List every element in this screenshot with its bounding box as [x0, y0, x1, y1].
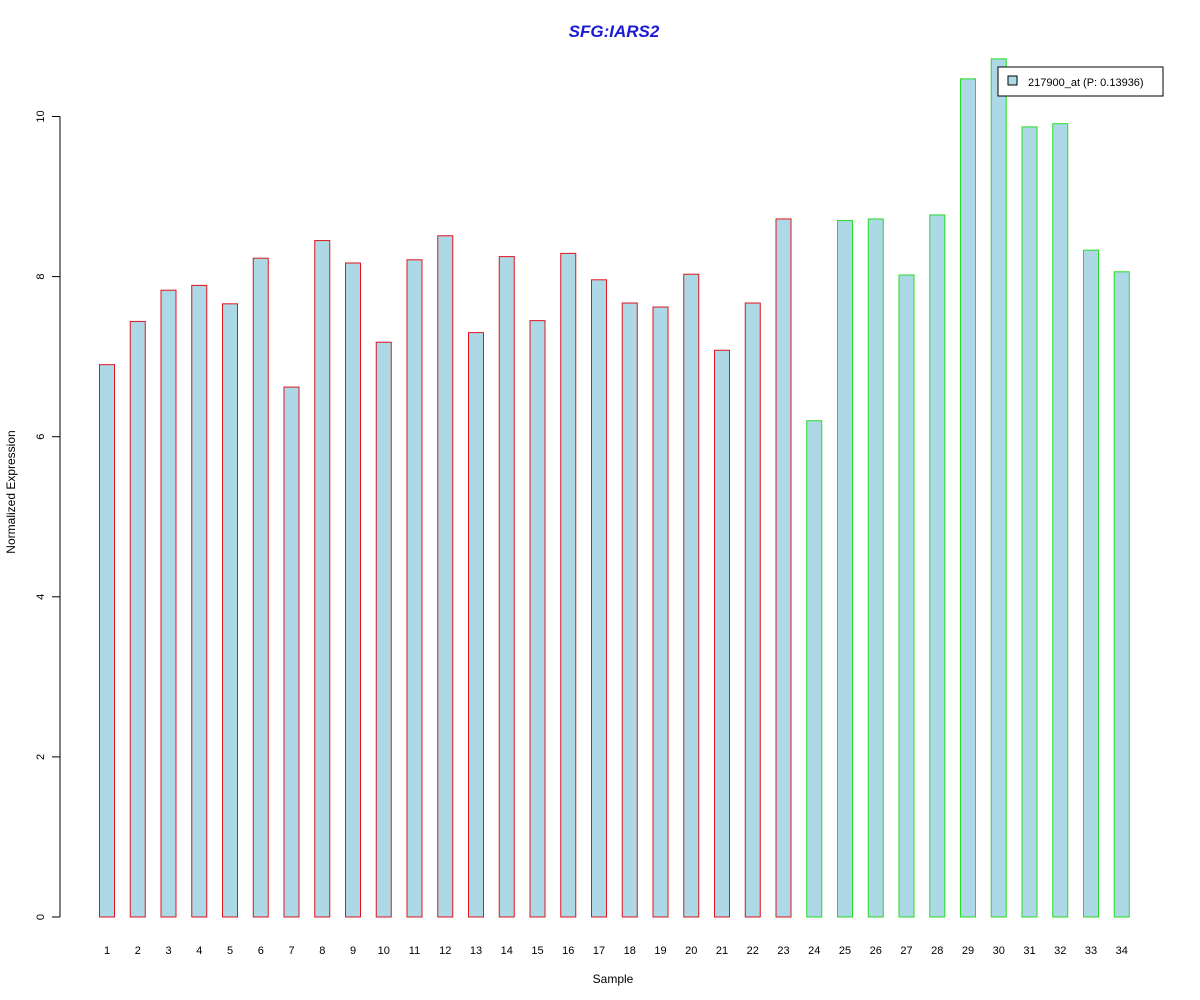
x-tick-label: 8: [319, 945, 325, 957]
x-tick-label: 9: [350, 945, 356, 957]
y-axis: 0 2 4 6 8 10: [35, 110, 61, 920]
x-tick-label: 23: [777, 945, 789, 957]
bar: [1083, 249, 1099, 918]
x-tick-labels: 1 2 3 4 5 6 7 8 9 10 11 12 13 14 15 16 17 18 19 20 21 22 23 24 2…: [104, 945, 1128, 957]
x-tick-label: 14: [501, 945, 513, 957]
x-tick-label: 28: [931, 945, 943, 957]
y-tick-label: 2: [35, 754, 47, 760]
x-tick-label: 15: [531, 945, 543, 957]
x-tick-label: 6: [258, 945, 264, 957]
bar: [652, 306, 669, 918]
legend-swatch: [1007, 75, 1018, 86]
bar: [867, 218, 884, 918]
x-axis-title: Sample: [593, 972, 634, 986]
bar: [314, 240, 331, 918]
bar: [929, 214, 946, 918]
legend-box: [997, 66, 1164, 97]
x-tick-label: 34: [1116, 945, 1128, 957]
bar: [775, 218, 792, 918]
bar: [160, 289, 177, 918]
x-tick-label: 27: [900, 945, 912, 957]
x-tick-label: 10: [378, 945, 390, 957]
bar: [990, 58, 1007, 918]
x-tick-label: 3: [165, 945, 171, 957]
x-tick-label: 13: [470, 945, 482, 957]
x-tick-label: 12: [439, 945, 451, 957]
x-tick-label: 30: [993, 945, 1005, 957]
bar: [621, 302, 638, 918]
bar: [468, 332, 484, 918]
bar: [129, 320, 146, 918]
bar: [375, 341, 392, 918]
x-tick-label: 19: [654, 945, 666, 957]
bar: [560, 252, 577, 918]
x-tick-label: 33: [1085, 945, 1097, 957]
x-tick-label: 18: [624, 945, 636, 957]
bar: [898, 274, 915, 918]
x-tick-label: 24: [808, 945, 820, 957]
bar: [837, 220, 853, 918]
x-tick-label: 20: [685, 945, 697, 957]
x-tick-label: 16: [562, 945, 574, 957]
x-tick-label: 2: [135, 945, 141, 957]
x-tick-label: 32: [1054, 945, 1066, 957]
legend: 217900_at (P: 0.13936): [997, 66, 1164, 97]
bar: [1021, 126, 1038, 918]
bar: [806, 420, 823, 918]
y-axis-title: Normalized Expression: [4, 430, 18, 553]
bar: [960, 78, 976, 918]
x-tick-label: 31: [1023, 945, 1035, 957]
x-tick-label: 5: [227, 945, 233, 957]
bar: [191, 284, 208, 918]
y-tick-label: 6: [35, 434, 47, 440]
bar: [345, 262, 361, 918]
bar: [1113, 271, 1130, 918]
x-tick-label: 29: [962, 945, 974, 957]
bar: [744, 302, 761, 918]
x-tick-label: 4: [196, 945, 202, 957]
bar: [252, 257, 269, 918]
x-tick-label: 17: [593, 945, 605, 957]
x-tick-label: 11: [409, 945, 420, 957]
bar: [222, 303, 238, 918]
bar: [714, 349, 730, 918]
y-tick-label: 4: [35, 594, 47, 600]
bar: [683, 273, 700, 918]
x-tick-label: 1: [104, 945, 110, 957]
bar: [406, 259, 423, 918]
y-tick-label: 0: [35, 914, 47, 920]
x-tick-label: 26: [870, 945, 882, 957]
y-tick-label: 10: [35, 110, 47, 122]
bar: [591, 279, 607, 918]
bar: [283, 386, 300, 918]
x-tick-label: 7: [288, 945, 294, 957]
y-tick-label: 8: [35, 274, 47, 280]
x-tick-label: 22: [747, 945, 759, 957]
bar: [529, 320, 546, 918]
bar: [437, 235, 454, 918]
legend-entry: 217900_at (P: 0.13936): [1028, 77, 1144, 89]
bar: [498, 256, 515, 918]
bars: [99, 58, 1130, 918]
x-tick-label: 21: [716, 945, 728, 957]
chart-title: SFG:IARS2: [569, 22, 660, 41]
bar: [99, 364, 115, 918]
x-tick-label: 25: [839, 945, 851, 957]
bar: [1052, 123, 1069, 918]
